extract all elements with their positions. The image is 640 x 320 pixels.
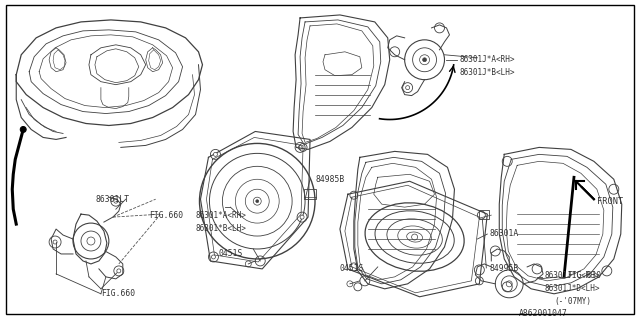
Circle shape — [298, 145, 302, 149]
Circle shape — [256, 200, 259, 203]
Text: FRONT: FRONT — [597, 197, 623, 206]
Text: 84985B: 84985B — [315, 175, 344, 184]
Circle shape — [53, 240, 57, 244]
Text: FIG.660: FIG.660 — [101, 289, 135, 298]
Text: 84995B: 84995B — [490, 264, 518, 273]
Text: 86301*B<LH>: 86301*B<LH> — [195, 224, 246, 233]
Circle shape — [20, 126, 26, 132]
Text: (-'07MY): (-'07MY) — [554, 297, 591, 306]
Text: A862001047: A862001047 — [519, 309, 568, 318]
Text: FIG.830: FIG.830 — [567, 271, 601, 280]
Circle shape — [422, 58, 427, 62]
Text: 86301J*A<RH>: 86301J*A<RH> — [460, 55, 515, 64]
Circle shape — [300, 215, 304, 219]
Text: FIG.660: FIG.660 — [148, 211, 183, 220]
Bar — [479, 210, 490, 219]
Text: 86301J*B<LH>: 86301J*B<LH> — [460, 68, 515, 77]
Text: 0451S: 0451S — [340, 264, 364, 273]
Text: 86301*A<RH>: 86301*A<RH> — [195, 211, 246, 220]
Bar — [304, 189, 316, 199]
Text: 86301J*D<LH>: 86301J*D<LH> — [544, 284, 600, 293]
Text: 86301LT: 86301LT — [96, 195, 130, 204]
Circle shape — [213, 152, 218, 156]
Text: 86301J*C<RH>: 86301J*C<RH> — [544, 271, 600, 280]
Circle shape — [211, 255, 216, 259]
Text: 0451S: 0451S — [218, 249, 243, 258]
Text: 86301A: 86301A — [490, 229, 518, 238]
